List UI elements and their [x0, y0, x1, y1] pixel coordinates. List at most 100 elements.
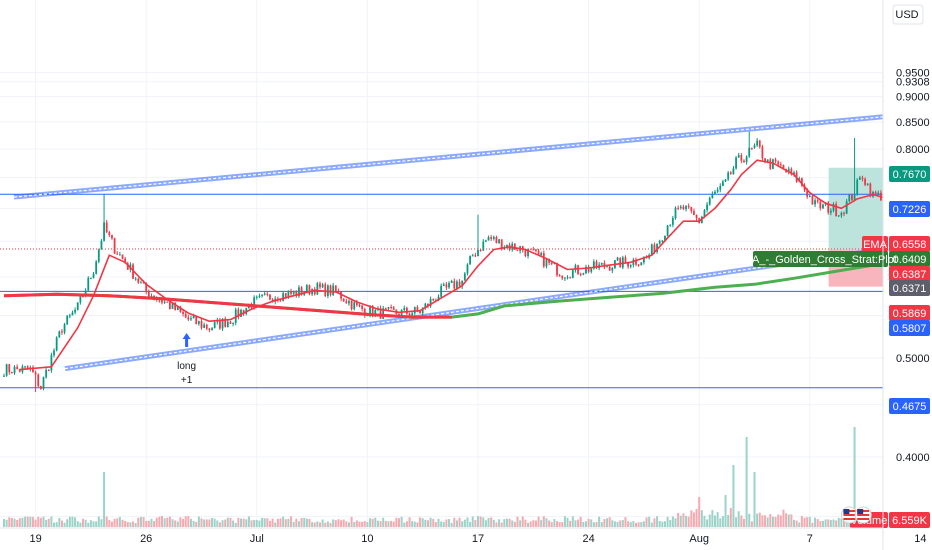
volume-bar — [392, 521, 395, 527]
candle — [58, 330, 61, 338]
volume-bar — [764, 515, 767, 527]
candle — [513, 243, 516, 251]
currency-box[interactable] — [892, 4, 924, 25]
candle — [737, 152, 740, 158]
volume-bar — [242, 518, 245, 527]
volume-bar — [266, 518, 269, 527]
candle — [529, 248, 532, 250]
volume-bar — [753, 472, 756, 527]
candle — [379, 305, 382, 319]
volume-bar — [711, 510, 714, 527]
volume-bar — [727, 514, 730, 527]
volume-bar — [279, 518, 282, 527]
price-badge[interactable]: 0.6558 EMA — [862, 236, 930, 252]
volume-bar — [698, 497, 701, 527]
volume-bar — [250, 520, 253, 527]
volume-bar — [224, 519, 227, 527]
price-badge[interactable]: 0.5807 — [889, 320, 930, 336]
candle — [263, 291, 266, 296]
volume-bar — [203, 519, 206, 527]
volume-bar — [482, 517, 485, 527]
volume-bar — [563, 516, 566, 527]
candle — [240, 308, 242, 318]
volume-bar — [105, 516, 108, 527]
candle — [535, 248, 537, 253]
volume-bar — [650, 522, 653, 527]
candle — [635, 257, 637, 267]
channel-upper-line[interactable] — [13, 105, 932, 200]
svg-text:EMA: EMA — [863, 239, 888, 251]
price-badge[interactable]: 0.4675 — [889, 398, 930, 414]
price-badge[interactable]: 0.7226 — [889, 201, 930, 217]
volume-bar — [621, 520, 624, 527]
volume-bar — [627, 521, 630, 527]
volume-bar — [276, 518, 279, 527]
volume-bar — [750, 521, 753, 527]
candle — [66, 315, 69, 326]
candle — [353, 301, 356, 311]
volume-bar — [92, 521, 95, 527]
candle — [453, 278, 456, 290]
candle — [714, 190, 716, 195]
price-badge-label[interactable] — [753, 251, 888, 267]
svg-text:6.559K: 6.559K — [892, 515, 928, 527]
candle — [616, 256, 619, 261]
price-badge-label[interactable] — [862, 236, 888, 252]
volume-bar — [687, 516, 690, 527]
volume-bar — [553, 519, 556, 527]
us-flag-icon[interactable] — [854, 506, 872, 524]
trade-marker-qty: +1 — [181, 375, 193, 386]
volume-bar — [213, 518, 216, 527]
candle — [485, 239, 487, 243]
volume-bar — [608, 517, 611, 527]
candle — [685, 205, 687, 212]
volume-bar — [237, 517, 240, 527]
candle — [463, 272, 466, 281]
candle — [682, 204, 685, 210]
candle — [358, 303, 361, 308]
volume-bar — [569, 520, 572, 527]
candle — [571, 269, 574, 279]
x-tick-label: 19 — [29, 533, 41, 545]
volume-bar — [208, 519, 211, 527]
volume-bar — [287, 518, 290, 527]
volume-bar — [827, 519, 830, 527]
candle — [11, 371, 13, 374]
volume-bar — [816, 519, 819, 527]
candle — [466, 263, 469, 276]
volume-bar — [211, 517, 214, 527]
candle — [840, 211, 843, 218]
volume-bar — [247, 516, 250, 527]
trade-marker[interactable]: long +1 — [177, 333, 196, 386]
volume-bar — [284, 519, 287, 527]
candle — [105, 219, 108, 234]
candle — [184, 311, 187, 319]
volume-bar — [361, 521, 364, 527]
candle — [342, 298, 345, 302]
volume-bar — [426, 520, 429, 527]
candle — [845, 198, 848, 215]
candle — [750, 147, 753, 151]
currency-label[interactable]: USD — [895, 9, 918, 21]
price-badge[interactable]: 0.5869 — [889, 305, 930, 321]
candle — [95, 260, 98, 275]
volume-bar — [108, 520, 111, 527]
ema-line[interactable] — [19, 159, 932, 371]
volume-bar — [692, 512, 695, 527]
candle — [629, 264, 632, 269]
candle — [740, 153, 743, 164]
price-badge[interactable]: 0.6387 — [889, 266, 930, 282]
price-badge[interactable]: 0.7670 — [889, 166, 930, 182]
candle — [677, 205, 680, 211]
volume-bar — [561, 522, 564, 527]
us-flag-icon[interactable] — [840, 506, 858, 524]
candle — [556, 262, 558, 277]
candle — [858, 175, 861, 181]
volume-bar — [848, 521, 851, 527]
volume-bar — [490, 517, 493, 527]
price-badge[interactable]: 0.6371 — [889, 280, 930, 296]
